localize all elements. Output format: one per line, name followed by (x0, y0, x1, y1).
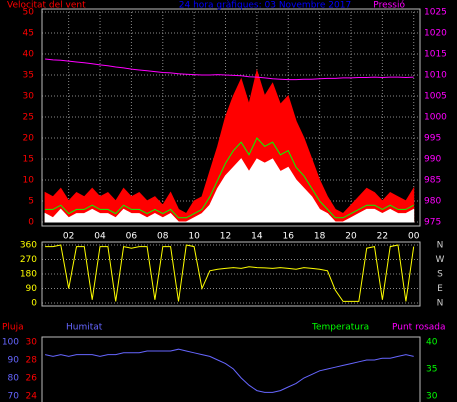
legend-label: Punt rosada (392, 323, 446, 333)
legend-label: Temperatura (311, 323, 369, 333)
y-tick-label: 270 (20, 255, 37, 265)
y-tick-label: 30 (23, 92, 35, 102)
chart-title: 24 hora gràfiques: 03 Novembre 2017 (179, 1, 351, 11)
y2-tick-label: N (437, 299, 444, 309)
series-area (44, 158, 415, 223)
y-tick-label: 25 (23, 113, 34, 123)
y-tick-label: 5 (28, 197, 34, 207)
y2-tick-label: 1025 (424, 8, 447, 18)
x-tick-label: 06 (126, 232, 138, 242)
series-line (44, 348, 414, 393)
y-tick-label: 90 (26, 284, 38, 294)
y-tick-label: 180 (20, 270, 37, 280)
series-line (45, 244, 415, 302)
legend-label: Pressió (373, 0, 405, 11)
y2-tick-label: 980 (424, 197, 441, 207)
y2-tick-label: N (437, 241, 444, 251)
y2-tick-label: 1020 (424, 29, 447, 39)
legend-label: Velocitat del vent (7, 1, 86, 11)
y3-tick-label: 24 (26, 392, 38, 402)
series-line (45, 137, 414, 219)
x-tick-label: 16 (283, 232, 295, 242)
y-tick-label: 15 (23, 155, 34, 165)
x-tick-label: 00 (408, 232, 420, 242)
x-tick-label: 08 (157, 232, 169, 242)
y2-tick-label: S (437, 270, 443, 280)
y2-tick-label: 1000 (424, 113, 447, 123)
y2-tick-label: 1010 (424, 71, 447, 81)
x-tick-label: 04 (94, 232, 106, 242)
y-tick-label: 360 (20, 241, 37, 251)
x-tick-label: 12 (220, 232, 231, 242)
y2-tick-label: 1005 (424, 92, 447, 102)
y2-tick-label: 995 (424, 134, 441, 144)
x-tick-label: 20 (345, 232, 357, 242)
y-tick-label: 45 (23, 29, 34, 39)
x-tick-label: 22 (377, 232, 388, 242)
y-tick-label: 70 (8, 392, 20, 402)
y-tick-label: 50 (23, 8, 35, 18)
legend-label: Humitat (66, 323, 103, 333)
y-tick-label: 40 (23, 50, 35, 60)
series-line (45, 58, 414, 81)
series-area (44, 68, 415, 223)
legend-label: Pluja (2, 323, 24, 333)
y2-tick-label: W (436, 255, 445, 265)
x-tick-label: 18 (314, 232, 326, 242)
y-tick-label: 0 (28, 218, 34, 228)
y2-tick-label: E (437, 284, 443, 294)
x-tick-label: 14 (251, 232, 263, 242)
y2-tick-label: 975 (424, 218, 441, 228)
y3-tick-label: 26 (26, 374, 38, 384)
plot-frame (41, 336, 421, 402)
y2-tick-label: 1015 (424, 50, 447, 60)
y2-tick-label: 30 (426, 392, 438, 402)
y-tick-label: 90 (8, 356, 20, 366)
y-tick-label: 100 (2, 338, 19, 348)
plot-frame (41, 241, 421, 307)
y-tick-label: 20 (23, 134, 35, 144)
y-tick-label: 80 (8, 374, 20, 384)
y3-tick-label: 28 (26, 356, 38, 366)
y-tick-label: 0 (31, 299, 37, 309)
y2-tick-label: 40 (426, 338, 438, 348)
y-tick-label: 10 (23, 176, 35, 186)
y2-tick-label: 990 (424, 155, 441, 165)
plot-frame (41, 8, 421, 227)
y2-tick-label: 985 (424, 176, 441, 186)
y-tick-label: 35 (23, 71, 34, 81)
y3-tick-label: 30 (26, 338, 38, 348)
y2-tick-label: 35 (426, 365, 437, 375)
x-tick-label: 10 (188, 232, 200, 242)
x-tick-label: 02 (63, 232, 74, 242)
